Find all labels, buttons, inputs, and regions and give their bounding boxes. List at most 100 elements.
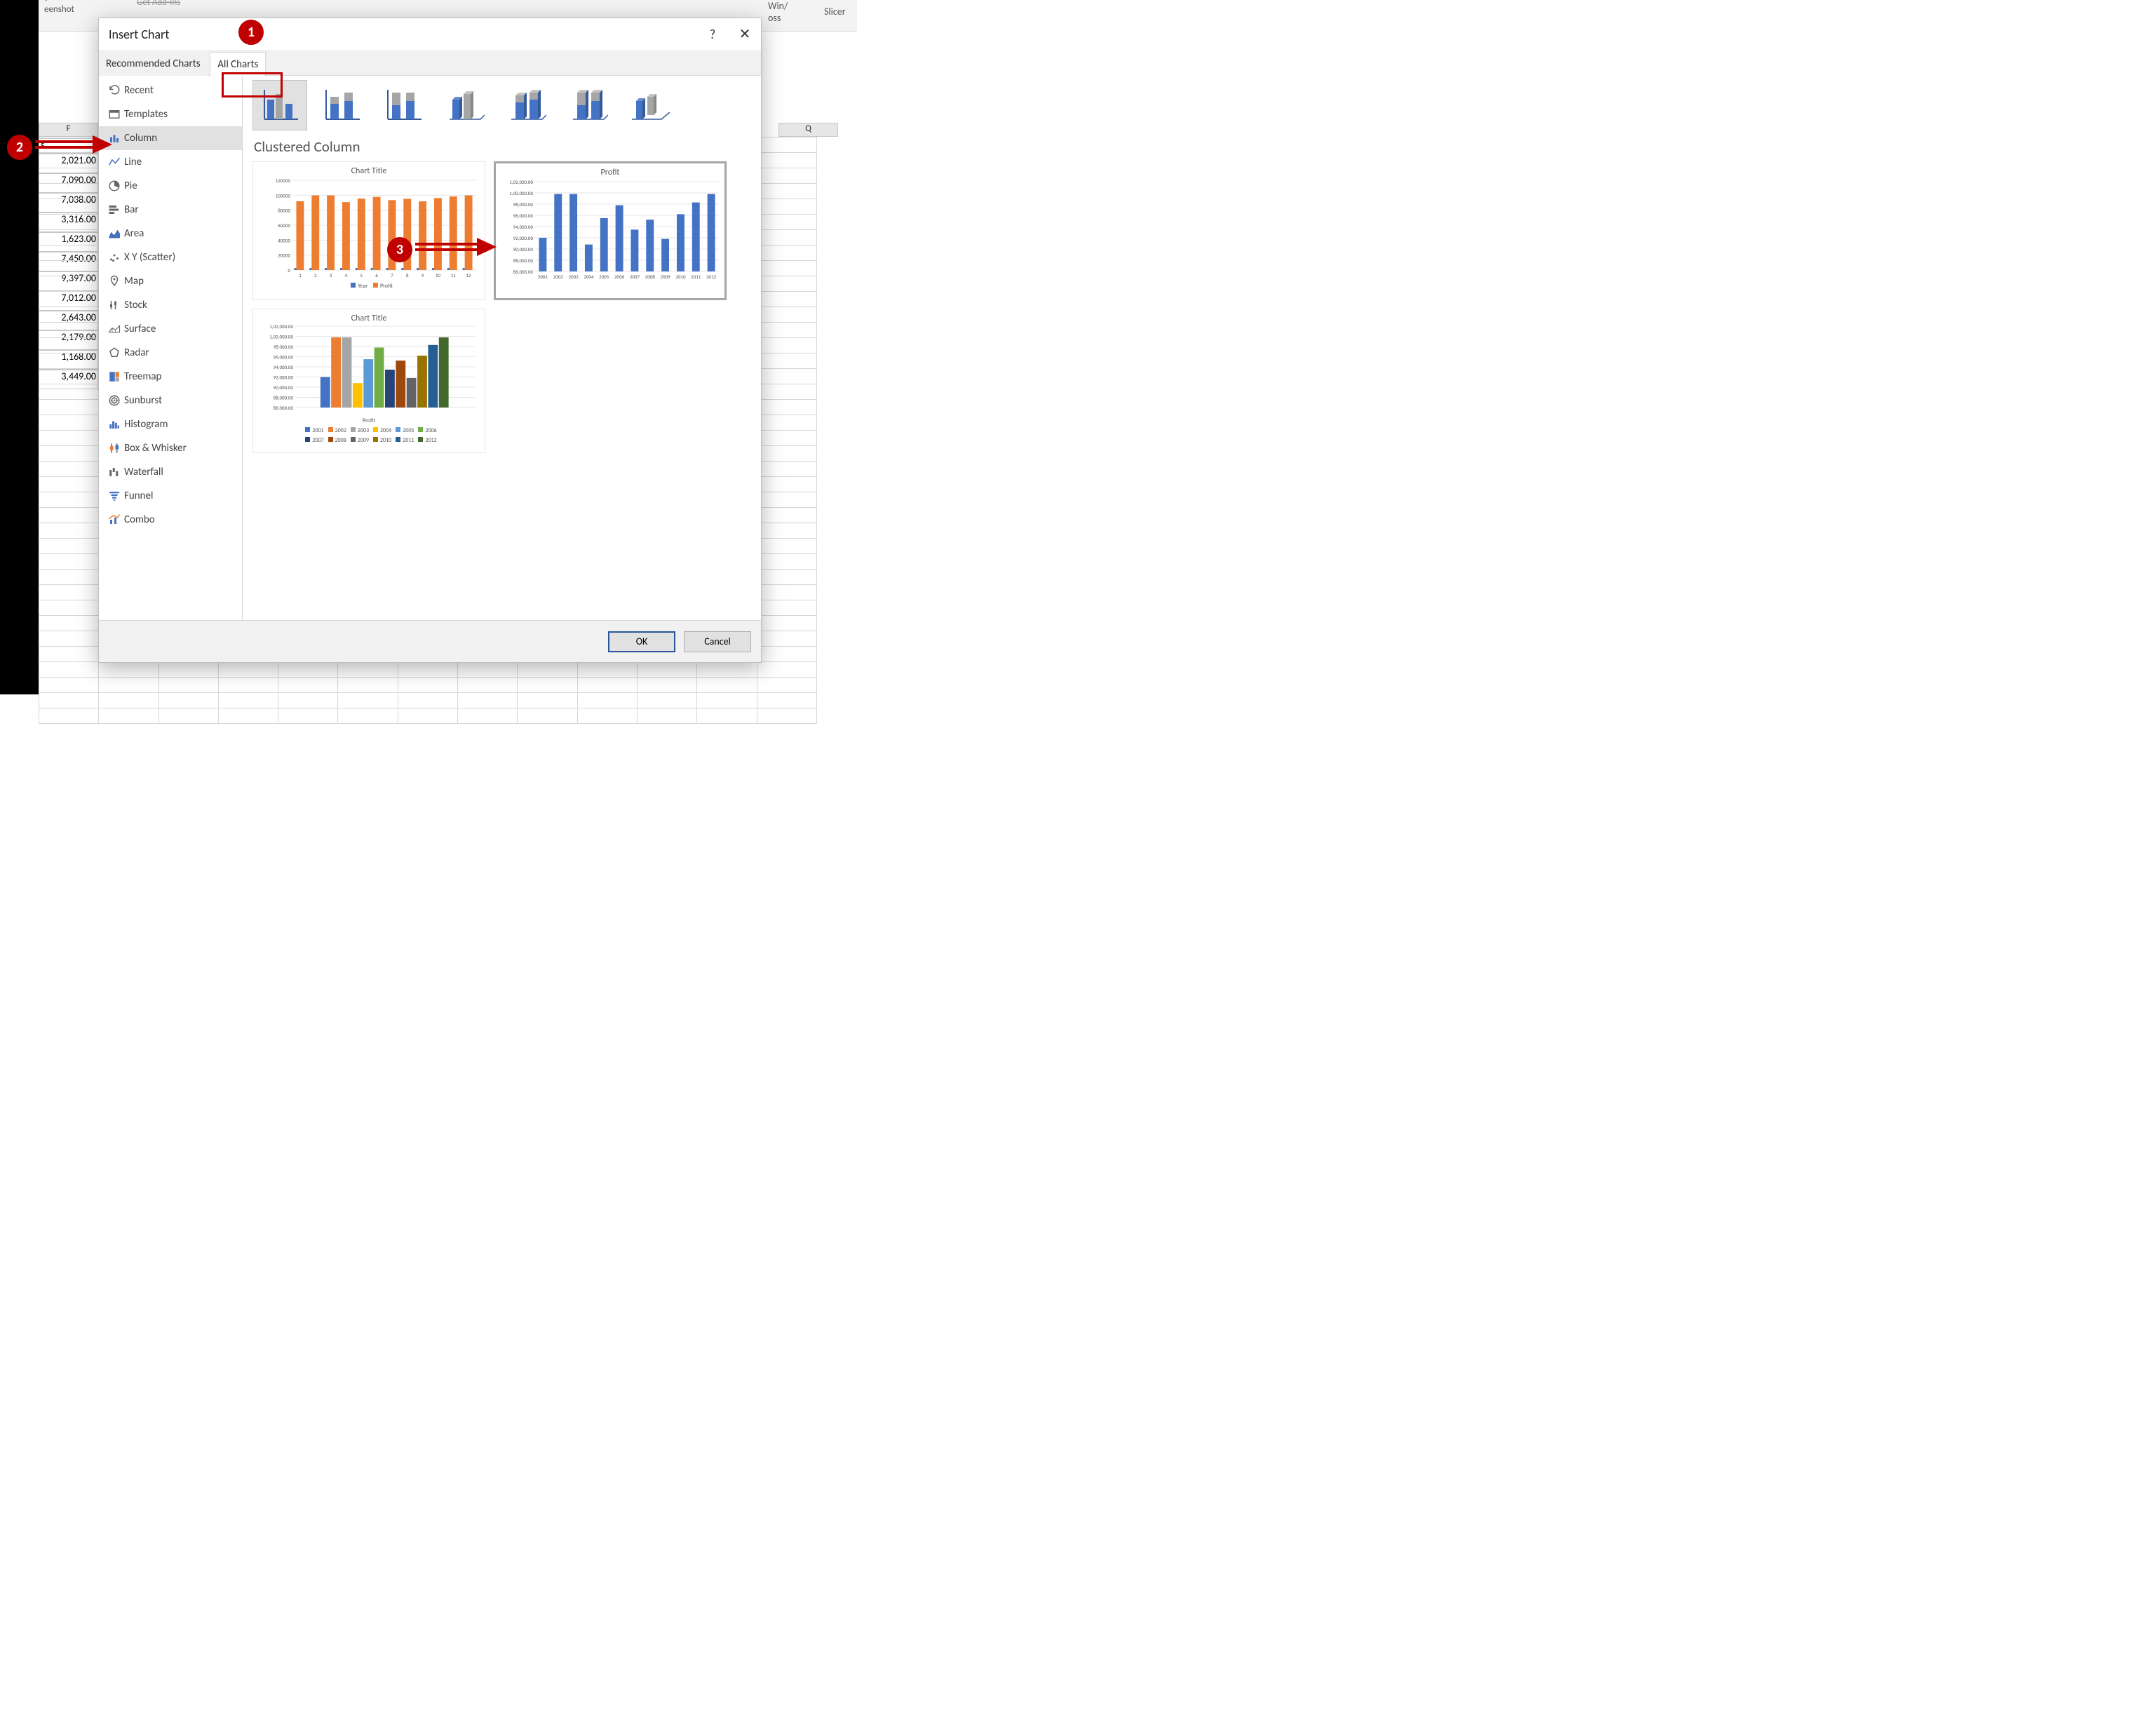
sidebar-item-funnel[interactable]: Funnel [99,484,242,508]
column-subtype-1[interactable] [252,80,307,130]
sidebar-item-radar[interactable]: Radar [99,341,242,365]
insert-chart-dialog: Insert Chart ? ✕ Recommended Charts All … [98,18,762,663]
sidebar-item-x-y-scatter-[interactable]: X Y (Scatter) [99,245,242,269]
svg-text:4: 4 [345,272,348,278]
preview-title: Chart Title [259,314,479,323]
annotation-circle-2: 2 [7,135,32,160]
sidebar-item-pie[interactable]: Pie [99,174,242,198]
sidebar-item-column[interactable]: Column [99,126,242,150]
dialog-tabs: Recommended Charts All Charts [99,51,761,76]
sidebar-item-label: Templates [124,108,168,121]
svg-text:120000: 120000 [276,177,291,184]
svg-text:20000: 20000 [278,253,290,259]
treemap-icon [104,369,124,384]
winloss-button[interactable]: Win/ oss [768,0,788,24]
svg-text:6: 6 [375,272,378,278]
svg-text:2012: 2012 [706,274,717,280]
column-header-q[interactable]: Q [778,123,838,137]
chart-preview-1[interactable]: Chart Title02000040000600008000010000012… [252,161,485,300]
svg-text:10: 10 [436,272,441,278]
sidebar-item-label: Map [124,275,144,288]
svg-text:3: 3 [330,272,332,278]
chart-preview-3[interactable]: Chart Title86,000.0088,000.0090,000.0092… [252,309,485,453]
svg-text:2007: 2007 [630,274,640,280]
sidebar-item-label: Radar [124,346,149,359]
svg-text:2: 2 [314,272,317,278]
annotation-arrow-2 [32,135,112,159]
sidebar-item-bar[interactable]: Bar [99,198,242,222]
column-subtype-7[interactable] [623,80,677,130]
svg-text:86,000.00: 86,000.00 [513,269,534,275]
ok-button[interactable]: OK [608,631,675,652]
svg-text:1: 1 [299,272,302,278]
pie-icon [104,178,124,194]
surface-icon [104,321,124,337]
get-addins-button[interactable]: Get Add-Ins [137,0,180,8]
funnel-icon [104,488,124,504]
slicer-button[interactable]: Slicer [824,6,846,18]
svg-text:96,000.00: 96,000.00 [513,213,534,219]
sidebar-item-stock[interactable]: Stock [99,293,242,317]
svg-text:9: 9 [422,272,424,278]
sidebar-item-surface[interactable]: Surface [99,317,242,341]
column-subtype-row [252,80,751,130]
sidebar-item-sunburst[interactable]: Sunburst [99,389,242,412]
tab-all-charts[interactable]: All Charts [210,52,266,77]
sidebar-item-label: Treemap [124,370,161,383]
chart-preview-2[interactable]: Profit86,000.0088,000.0090,000.0092,000.… [494,161,727,300]
sidebar-item-label: Box & Whisker [124,442,187,455]
sidebar-item-label: X Y (Scatter) [124,251,175,264]
sidebar-item-combo[interactable]: Combo [99,508,242,532]
sidebar-item-label: Surface [124,323,156,335]
sidebar-item-histogram[interactable]: Histogram [99,412,242,436]
column-subtype-3[interactable] [376,80,431,130]
svg-text:88,000.00: 88,000.00 [513,257,534,264]
sidebar-item-map[interactable]: Map [99,269,242,293]
svg-text:8: 8 [406,272,409,278]
sidebar-item-waterfall[interactable]: Waterfall [99,460,242,484]
stock-icon [104,297,124,313]
column-subtype-4[interactable] [438,80,492,130]
sidebar-item-label: Area [124,227,144,240]
svg-text:5: 5 [360,272,363,278]
sidebar-item-treemap[interactable]: Treemap [99,365,242,389]
svg-text:1,02,000.00: 1,02,000.00 [269,325,293,330]
svg-text:1,02,000.00: 1,02,000.00 [509,179,533,185]
templates-icon [104,107,124,122]
sidebar-item-recent[interactable]: Recent [99,79,242,102]
svg-text:98,000.00: 98,000.00 [274,344,294,350]
sidebar-item-templates[interactable]: Templates [99,102,242,126]
column-subtype-2[interactable] [314,80,369,130]
sidebar-item-label: Pie [124,180,137,192]
sidebar-item-box-whisker[interactable]: Box & Whisker [99,436,242,460]
sidebar-item-label: Stock [124,299,147,311]
svg-text:2010: 2010 [675,274,686,280]
dialog-title-text: Insert Chart [109,27,169,42]
svg-text:60000: 60000 [278,222,290,229]
svg-text:7: 7 [391,272,393,278]
bar-icon [104,202,124,217]
svg-text:2005: 2005 [599,274,609,280]
sidebar-item-label: Recent [124,84,154,97]
black-sidebar [0,0,39,694]
column-header-f[interactable]: F [39,123,98,137]
cancel-button[interactable]: Cancel [684,631,751,652]
tab-recommended-charts[interactable]: Recommended Charts [99,52,208,76]
column-subtype-5[interactable] [499,80,554,130]
svg-text:40000: 40000 [278,237,290,243]
sidebar-item-label: Combo [124,513,155,526]
help-button[interactable]: ? [696,18,729,51]
close-button[interactable]: ✕ [729,18,761,51]
dialog-titlebar: Insert Chart ? ✕ [99,18,761,51]
sidebar-item-label: Line [124,156,142,168]
preview-subtitle: Profit [259,417,479,424]
column-subtype-6[interactable] [561,80,616,130]
sidebar-item-label: Funnel [124,490,153,502]
svg-text:80000: 80000 [278,208,290,214]
sidebar-item-area[interactable]: Area [99,222,242,245]
svg-text:2002: 2002 [553,274,564,280]
waterfall-icon [104,464,124,480]
svg-text:2006: 2006 [614,274,625,280]
screenshot-button-partial[interactable]: eenshot [44,4,74,15]
sidebar-item-line[interactable]: Line [99,150,242,174]
